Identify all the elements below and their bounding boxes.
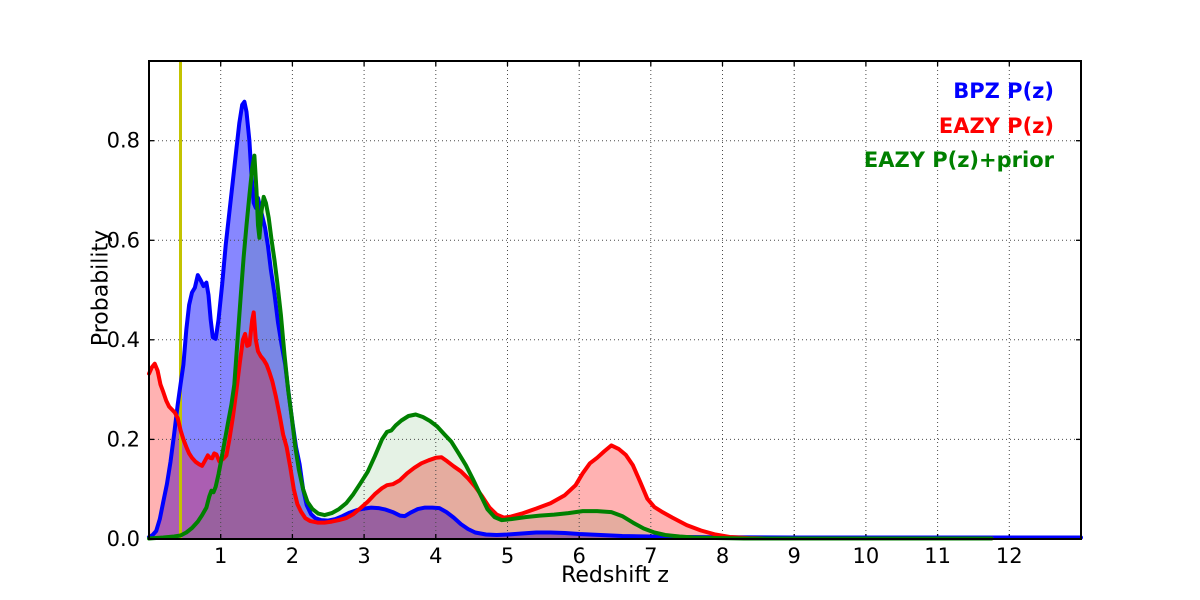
x-tick-label: 8 (716, 544, 729, 568)
series-line-2 (147, 153, 994, 541)
series-fill-2 (149, 155, 992, 539)
x-tick-label: 6 (573, 544, 586, 568)
series-fill-0 (149, 101, 1081, 540)
tick-labels: 1 2 3 4 5 6 7 8 9 10 11 120.00.20.40.60.8 (107, 129, 1023, 568)
y-tick-label: 0.8 (107, 129, 140, 153)
legend-entry-eazy-prior: EAZY P(z)+prior (863, 148, 1054, 172)
y-tick-label: 0.0 (107, 527, 140, 551)
series-line-1 (147, 310, 994, 541)
y-tick-label: 0.2 (107, 427, 140, 451)
x-tick-label: 1 (214, 544, 227, 568)
x-tick-label: 4 (429, 544, 442, 568)
series-lines (147, 99, 1083, 541)
x-tick-label: 2 (286, 544, 299, 568)
series-fills (149, 101, 1081, 540)
x-tick-label: 3 (357, 544, 370, 568)
x-tick-label: 9 (788, 544, 801, 568)
x-axis-label: Redshift z (561, 563, 669, 588)
x-tick-label: 7 (644, 544, 657, 568)
series-fill-1 (149, 312, 992, 539)
x-tick-label: 12 (996, 544, 1023, 568)
legend-entry-bpz: BPZ P(z) (953, 79, 1054, 103)
x-tick-label: 5 (501, 544, 514, 568)
plot-border (148, 60, 1082, 540)
x-tick-label: 11 (924, 544, 951, 568)
legend-entry-eazy: EAZY P(z) (938, 114, 1054, 138)
y-axis-label: Probability (88, 229, 114, 347)
x-tick-label: 10 (853, 544, 880, 568)
y-tick-label: 0.6 (107, 228, 140, 252)
grid-lines (150, 62, 1080, 538)
y-tick-label: 0.4 (107, 328, 140, 352)
